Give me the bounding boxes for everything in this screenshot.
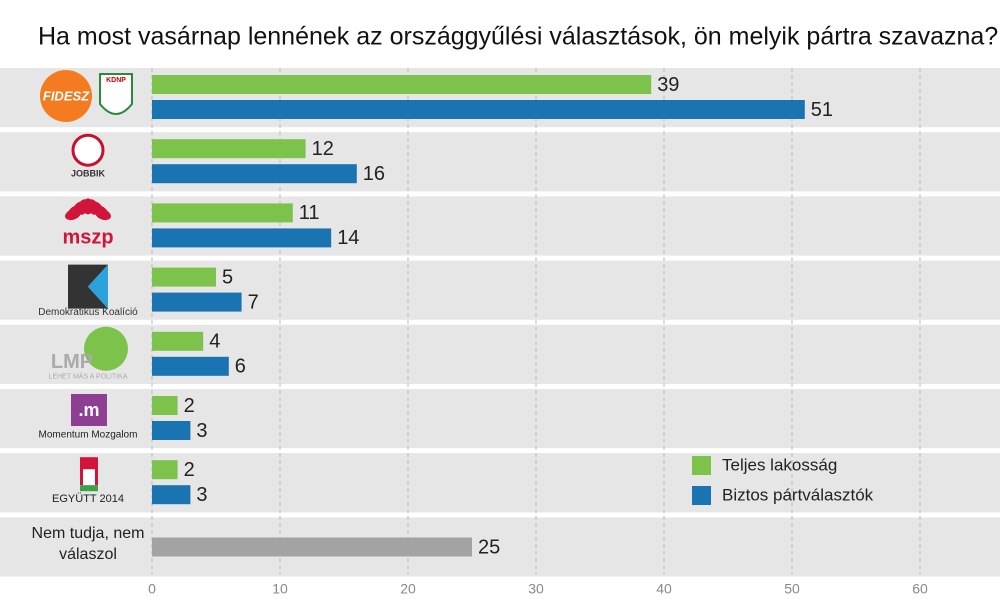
x-tick-label: 50 [784, 581, 800, 597]
logo-shape [40, 70, 92, 122]
x-tick-label: 10 [272, 581, 288, 597]
logo-shape [95, 209, 111, 221]
bar [152, 356, 229, 376]
value-label: 3 [196, 420, 207, 442]
logo-text: .m [78, 400, 99, 420]
value-label: 12 [312, 138, 334, 160]
logo-text: LEHET MÁS A POLITIKA [49, 372, 128, 381]
party-logo: FIDESZ KDNP [40, 70, 133, 122]
category-label: LMP [51, 351, 93, 373]
logo-shape [71, 133, 105, 167]
x-tick-label: 30 [528, 581, 544, 597]
bar [152, 537, 472, 557]
party-logo: mszp [62, 198, 114, 249]
x-tick-label: 60 [912, 581, 928, 597]
value-label: 6 [235, 356, 246, 378]
category-label: Momentum Mozgalom [39, 430, 138, 441]
bar [152, 139, 306, 159]
legend-label: Teljes lakosság [722, 455, 837, 474]
logo-shape [84, 326, 128, 371]
logo-shape [71, 394, 107, 426]
value-label: 4 [209, 331, 220, 353]
logo-shape [88, 264, 108, 309]
bar [152, 292, 242, 312]
legend-label: Biztos pártválasztók [722, 485, 874, 504]
category-label-box: Nem tudja, nem válaszol [31, 525, 145, 564]
category-label: Nem tudja, nem válaszol [31, 525, 145, 564]
chart-title: Ha most vasárnap lennének az országgyűlé… [38, 23, 998, 51]
bar [152, 75, 652, 94]
bar [152, 100, 805, 119]
row-band [0, 324, 1000, 384]
party-logo: Nem tudja, nem válaszol [31, 525, 145, 564]
bar [152, 485, 191, 505]
value-label: 5 [222, 266, 233, 288]
row-band [0, 389, 1000, 449]
value-label: 2 [184, 459, 195, 481]
party-logo: Demokratikus Koalíció [38, 264, 138, 318]
x-tick-label: 40 [656, 581, 672, 597]
bar [152, 396, 178, 415]
category-label: mszp [62, 227, 113, 249]
category-label: FIDESZ [43, 88, 90, 103]
legend-swatch [692, 486, 711, 505]
value-label: 2 [184, 395, 195, 417]
bar [152, 203, 293, 223]
bar [152, 331, 204, 351]
x-tick-label: 20 [400, 581, 416, 597]
legend-swatch [692, 456, 711, 475]
party-logo: JOBBIK [71, 133, 106, 179]
category-label: JOBBIK [71, 169, 106, 179]
value-label: 7 [248, 291, 259, 313]
value-label: 14 [337, 227, 359, 249]
row-band [0, 260, 1000, 320]
bar [152, 228, 332, 248]
row-band [0, 132, 1000, 192]
row-band [0, 196, 1000, 256]
category-label: Demokratikus Koalíció [38, 307, 138, 318]
bar [152, 460, 178, 480]
value-label: 16 [363, 163, 385, 185]
party-logo: EGYÜTT 2014 [52, 457, 124, 505]
category-label: EGYÜTT 2014 [52, 493, 124, 505]
bar [152, 164, 357, 184]
value-label: 39 [657, 74, 679, 96]
logo-shape [83, 469, 95, 486]
value-label: 51 [811, 99, 833, 121]
logo-shape [99, 73, 133, 115]
logo-text: KDNP [106, 77, 126, 84]
x-tick-label: 0 [148, 581, 156, 597]
party-logo: .m Momentum Mozgalom [39, 394, 138, 441]
value-label: 11 [299, 202, 320, 224]
value-label: 3 [196, 484, 207, 506]
bar [152, 421, 191, 440]
value-label: 25 [478, 536, 500, 558]
bar [152, 267, 216, 287]
logo-shape [80, 485, 98, 492]
